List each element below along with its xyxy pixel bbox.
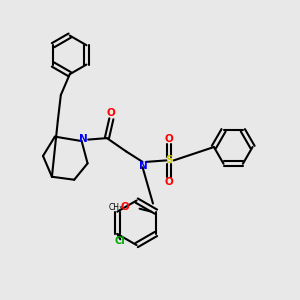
Text: S: S — [166, 155, 173, 165]
Text: O: O — [165, 134, 174, 144]
Text: O: O — [120, 202, 129, 212]
Text: N: N — [139, 161, 148, 171]
Text: O: O — [107, 108, 116, 118]
Text: O: O — [165, 177, 174, 187]
Text: N: N — [79, 134, 88, 144]
Text: Cl: Cl — [115, 236, 126, 246]
Text: CH₃: CH₃ — [109, 203, 123, 212]
